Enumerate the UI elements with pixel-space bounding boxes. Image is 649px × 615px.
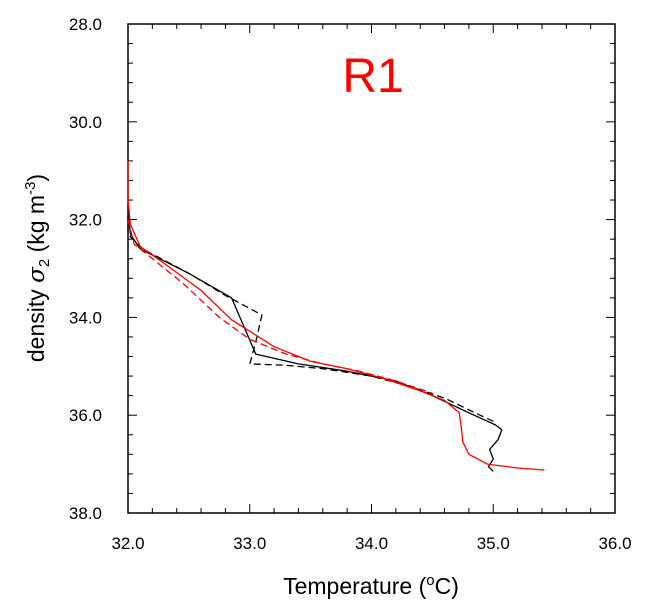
- y-axis-title: density σ2 (kg m-3): [22, 174, 53, 362]
- x-tick-label: 32.0: [111, 534, 144, 553]
- series-line-3: [127, 160, 545, 471]
- y-axis-sigma-symbol: σ: [24, 266, 50, 283]
- series-line-1: [127, 209, 503, 472]
- x-tick-label: 35.0: [477, 534, 510, 553]
- y-tick-label: 38.0: [69, 504, 102, 523]
- x-tick-label: 34.0: [355, 534, 388, 553]
- y-axis-units: (kg m: [23, 195, 49, 259]
- y-tick-label: 36.0: [69, 406, 102, 425]
- y-tick-label: 30.0: [69, 113, 102, 132]
- y-axis-units-tail: ): [23, 174, 49, 182]
- x-tick-label: 36.0: [598, 534, 631, 553]
- axis-ticks: 32.0 33.0 34.0 35.0 36.0 28.0 30.0 32.0 34.0 36.0…: [69, 15, 632, 553]
- y-tick-label: 28.0: [69, 15, 102, 34]
- y-tick-label: 32.0: [69, 211, 102, 230]
- x-axis-title-superscript: o: [426, 572, 434, 589]
- series-line-4: [127, 219, 433, 394]
- y-axis-sigma-subscript: 2: [36, 259, 53, 267]
- x-tick-label: 33.0: [233, 534, 266, 553]
- series-line-2: [127, 214, 496, 424]
- x-axis-title-text: Temperature (: [283, 573, 427, 599]
- y-axis-units-superscript: -3: [22, 182, 39, 195]
- y-axis-title-text: density: [23, 283, 49, 362]
- x-axis-title-tail: C): [435, 573, 459, 599]
- y-tick-label: 34.0: [69, 308, 102, 327]
- data-series: [127, 160, 545, 472]
- x-axis-title: Temperature (oC): [283, 572, 459, 599]
- panel-label: R1: [342, 50, 403, 103]
